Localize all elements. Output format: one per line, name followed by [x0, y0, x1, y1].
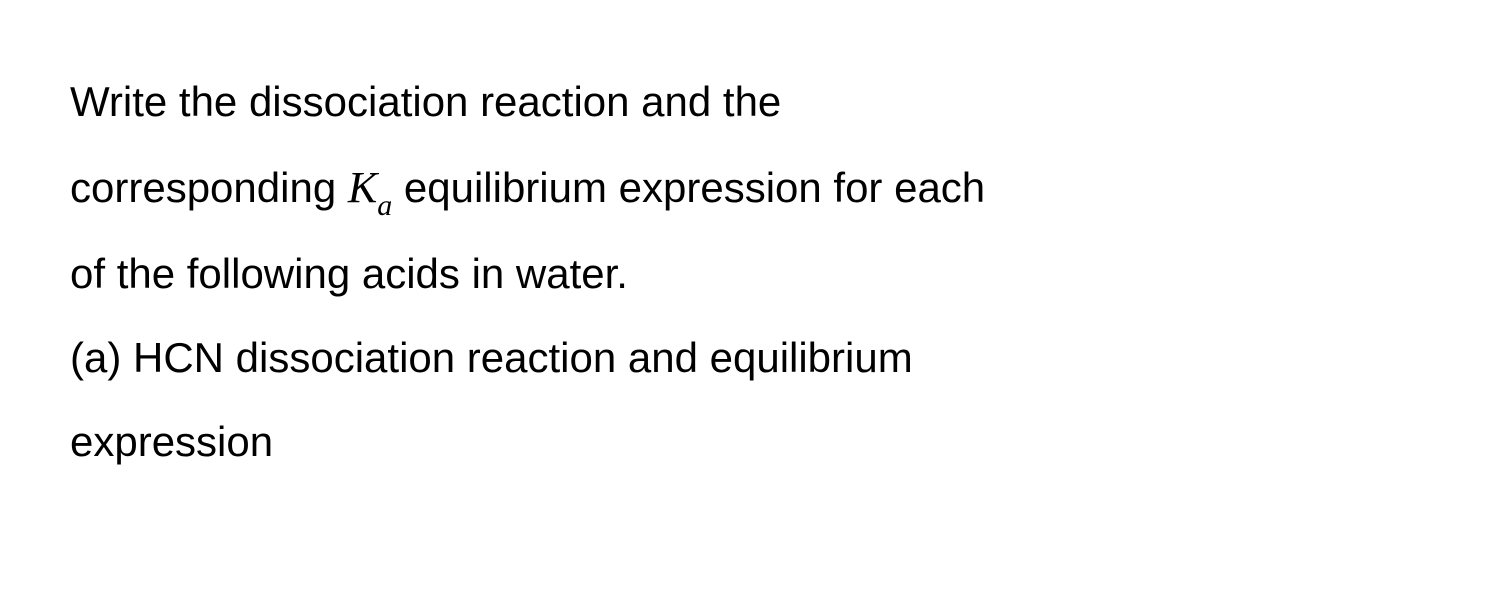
- text-line-3: of the following acids in water.: [70, 232, 1430, 316]
- text-before-ka: corresponding: [70, 164, 348, 211]
- ka-variable-main: K: [348, 163, 377, 212]
- text-line-1: Write the dissociation reaction and the: [70, 60, 1430, 144]
- question-content: Write the dissociation reaction and the …: [70, 60, 1430, 484]
- text-line-2: corresponding Ka equilibrium expression …: [70, 144, 1430, 232]
- text-line-4: (a) HCN dissociation reaction and equili…: [70, 316, 1430, 400]
- ka-variable-subscript: a: [377, 189, 392, 222]
- text-after-ka: equilibrium expression for each: [392, 164, 985, 211]
- text-line-5: expression: [70, 400, 1430, 484]
